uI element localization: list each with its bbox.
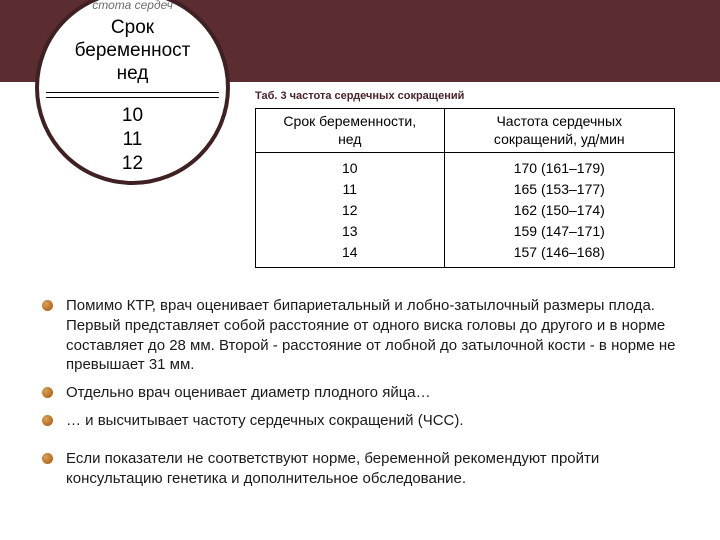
magnifier-numbers: 10 11 12 bbox=[122, 104, 143, 175]
magnifier-rule bbox=[46, 97, 218, 99]
list-item: Отдельно врач оценивает диаметр плодного… bbox=[42, 383, 680, 403]
magnifier-circle: стота сердеч Срок беременност нед 10 11 … bbox=[35, 0, 230, 185]
table-row: 12 162 (150–174) bbox=[256, 200, 675, 221]
heart-rate-table: Срок беременности, нед Частота сердечных… bbox=[255, 108, 675, 268]
table-row: 10 170 (161–179) bbox=[256, 153, 675, 179]
col-header-weeks: Срок беременности, нед bbox=[256, 109, 445, 153]
bullet-list: Помимо КТР, врач оценивает бипариетальны… bbox=[42, 296, 680, 496]
table-row: 11 165 (153–177) bbox=[256, 179, 675, 200]
table-caption: Таб. 3 частота сердечных сокращений bbox=[255, 90, 464, 102]
table-body: 10 170 (161–179) 11 165 (153–177) 12 162… bbox=[256, 153, 675, 268]
col-header-hr: Частота сердечных сокращений, уд/мин bbox=[444, 109, 674, 153]
magnifier-header: Срок беременност нед bbox=[46, 17, 218, 92]
magnifier-hint: стота сердеч bbox=[92, 0, 173, 12]
table-header-row: Срок беременности, нед Частота сердечных… bbox=[256, 109, 675, 153]
table-row: 14 157 (146–168) bbox=[256, 242, 675, 268]
list-item: Помимо КТР, врач оценивает бипариетальны… bbox=[42, 296, 680, 375]
list-item: … и высчитывает частоту сердечных сокращ… bbox=[42, 411, 680, 431]
list-item: Если показатели не соответствуют норме, … bbox=[42, 449, 680, 489]
table-row: 13 159 (147–171) bbox=[256, 221, 675, 242]
